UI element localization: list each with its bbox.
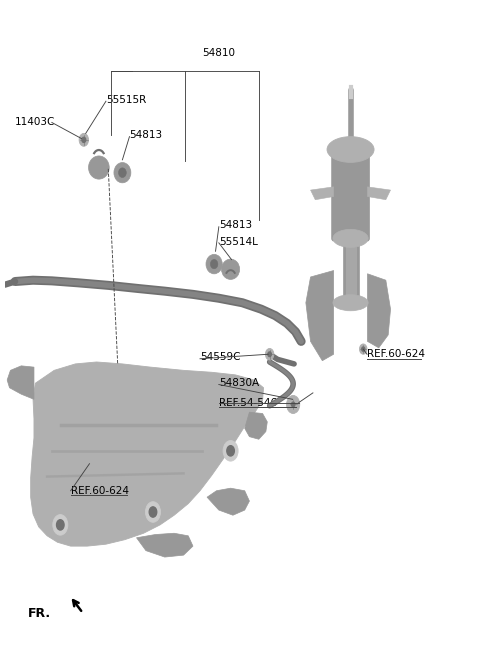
Circle shape	[227, 445, 234, 456]
Text: REF.60-624: REF.60-624	[71, 486, 129, 496]
Polygon shape	[306, 271, 334, 361]
Ellipse shape	[119, 168, 126, 177]
Text: 54813: 54813	[130, 130, 163, 141]
Text: 54810: 54810	[203, 48, 235, 58]
Circle shape	[53, 514, 68, 535]
Circle shape	[145, 502, 160, 522]
Polygon shape	[311, 187, 334, 200]
Polygon shape	[368, 274, 391, 348]
Circle shape	[82, 137, 86, 143]
Circle shape	[287, 396, 300, 413]
Polygon shape	[245, 412, 267, 440]
Ellipse shape	[88, 156, 109, 179]
Ellipse shape	[333, 295, 368, 311]
Text: 54559C: 54559C	[200, 352, 240, 363]
Polygon shape	[7, 366, 34, 399]
Polygon shape	[207, 488, 250, 515]
Circle shape	[149, 507, 157, 517]
Polygon shape	[136, 533, 193, 557]
Text: 11403C: 11403C	[15, 118, 56, 127]
Circle shape	[79, 133, 88, 147]
Ellipse shape	[206, 254, 222, 274]
Circle shape	[265, 348, 274, 360]
Polygon shape	[368, 187, 391, 200]
Circle shape	[223, 441, 238, 461]
Ellipse shape	[222, 259, 240, 279]
Text: 55514L: 55514L	[219, 237, 258, 246]
Text: FR.: FR.	[27, 606, 50, 620]
Text: 54813: 54813	[219, 221, 252, 231]
Ellipse shape	[327, 137, 374, 162]
Circle shape	[57, 520, 64, 530]
Text: REF.54-546: REF.54-546	[219, 397, 277, 407]
Ellipse shape	[114, 162, 131, 183]
Text: 54830A: 54830A	[219, 378, 259, 388]
Polygon shape	[31, 362, 264, 546]
Ellipse shape	[210, 260, 218, 269]
Circle shape	[289, 399, 298, 410]
Circle shape	[360, 344, 367, 354]
Circle shape	[362, 347, 365, 351]
Ellipse shape	[333, 229, 368, 248]
Text: REF.60-624: REF.60-624	[367, 350, 425, 359]
Circle shape	[291, 402, 295, 407]
Circle shape	[268, 352, 271, 357]
FancyBboxPatch shape	[332, 147, 369, 241]
Text: 55515R: 55515R	[106, 95, 146, 105]
